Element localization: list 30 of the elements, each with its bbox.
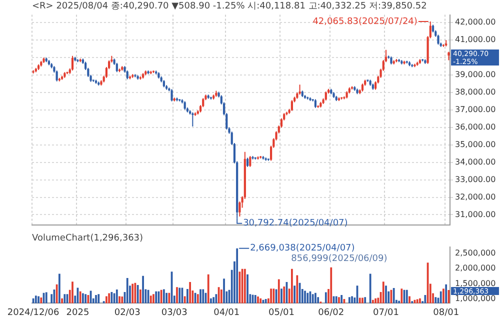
chart-title: <R> 2025/08/04 종:40,290.70 ▼508.90 -1.25% 시:40,118.81 고:40,332.25 저:39,850.52 xyxy=(32,2,427,12)
annotation: 856,999(2025/06/09) xyxy=(291,254,388,264)
annotation: 2,669,038(2025/04/07) xyxy=(250,244,355,254)
x-tick-label: 05/01 xyxy=(268,308,294,318)
x-tick-label: 04/01 xyxy=(214,308,240,318)
y-tick-label: 42,000.00 xyxy=(455,18,496,27)
y-tick-label: 33,000.00 xyxy=(455,174,496,184)
x-tick-label: 2024/12/06 xyxy=(7,308,60,318)
y-tick-label: 32,000.00 xyxy=(455,192,496,202)
x-tick-label: 07/01 xyxy=(373,308,399,318)
y-tick-label: 1,500,000 xyxy=(455,278,496,288)
y-tick-label: 36,000.00 xyxy=(455,122,496,132)
y-tick-label: 39,000.00 xyxy=(455,70,496,80)
x-tick-label: 2025 xyxy=(66,308,90,318)
y-tick-label: 34,000.00 xyxy=(455,157,496,166)
x-tick-label: 02/03 xyxy=(114,308,140,318)
y-tick-label: 2,000,000 xyxy=(455,264,496,273)
y-tick-label: 35,000.00 xyxy=(455,140,496,149)
y-tick-label: 38,000.00 xyxy=(455,88,496,97)
x-tick-label: 03/03 xyxy=(161,308,188,318)
annotation: 30,792.74(2025/04/07) xyxy=(243,218,348,229)
chart-title: VolumeChart(1,296,363) xyxy=(32,234,144,244)
y-tick-label: 37,000.00 xyxy=(455,105,496,114)
y-tick-label: 31,000.00 xyxy=(455,210,496,219)
annotation: 42,065.83(2025/07/24) xyxy=(312,16,418,27)
x-tick-label: 08/01 xyxy=(433,308,460,318)
x-tick-label: 06/02 xyxy=(318,308,344,318)
y-tick-label: 2,500,000 xyxy=(455,248,496,258)
y-tick-label: 1,000,000 xyxy=(455,294,496,304)
y-tick-label: 41,000.00 xyxy=(455,35,496,44)
